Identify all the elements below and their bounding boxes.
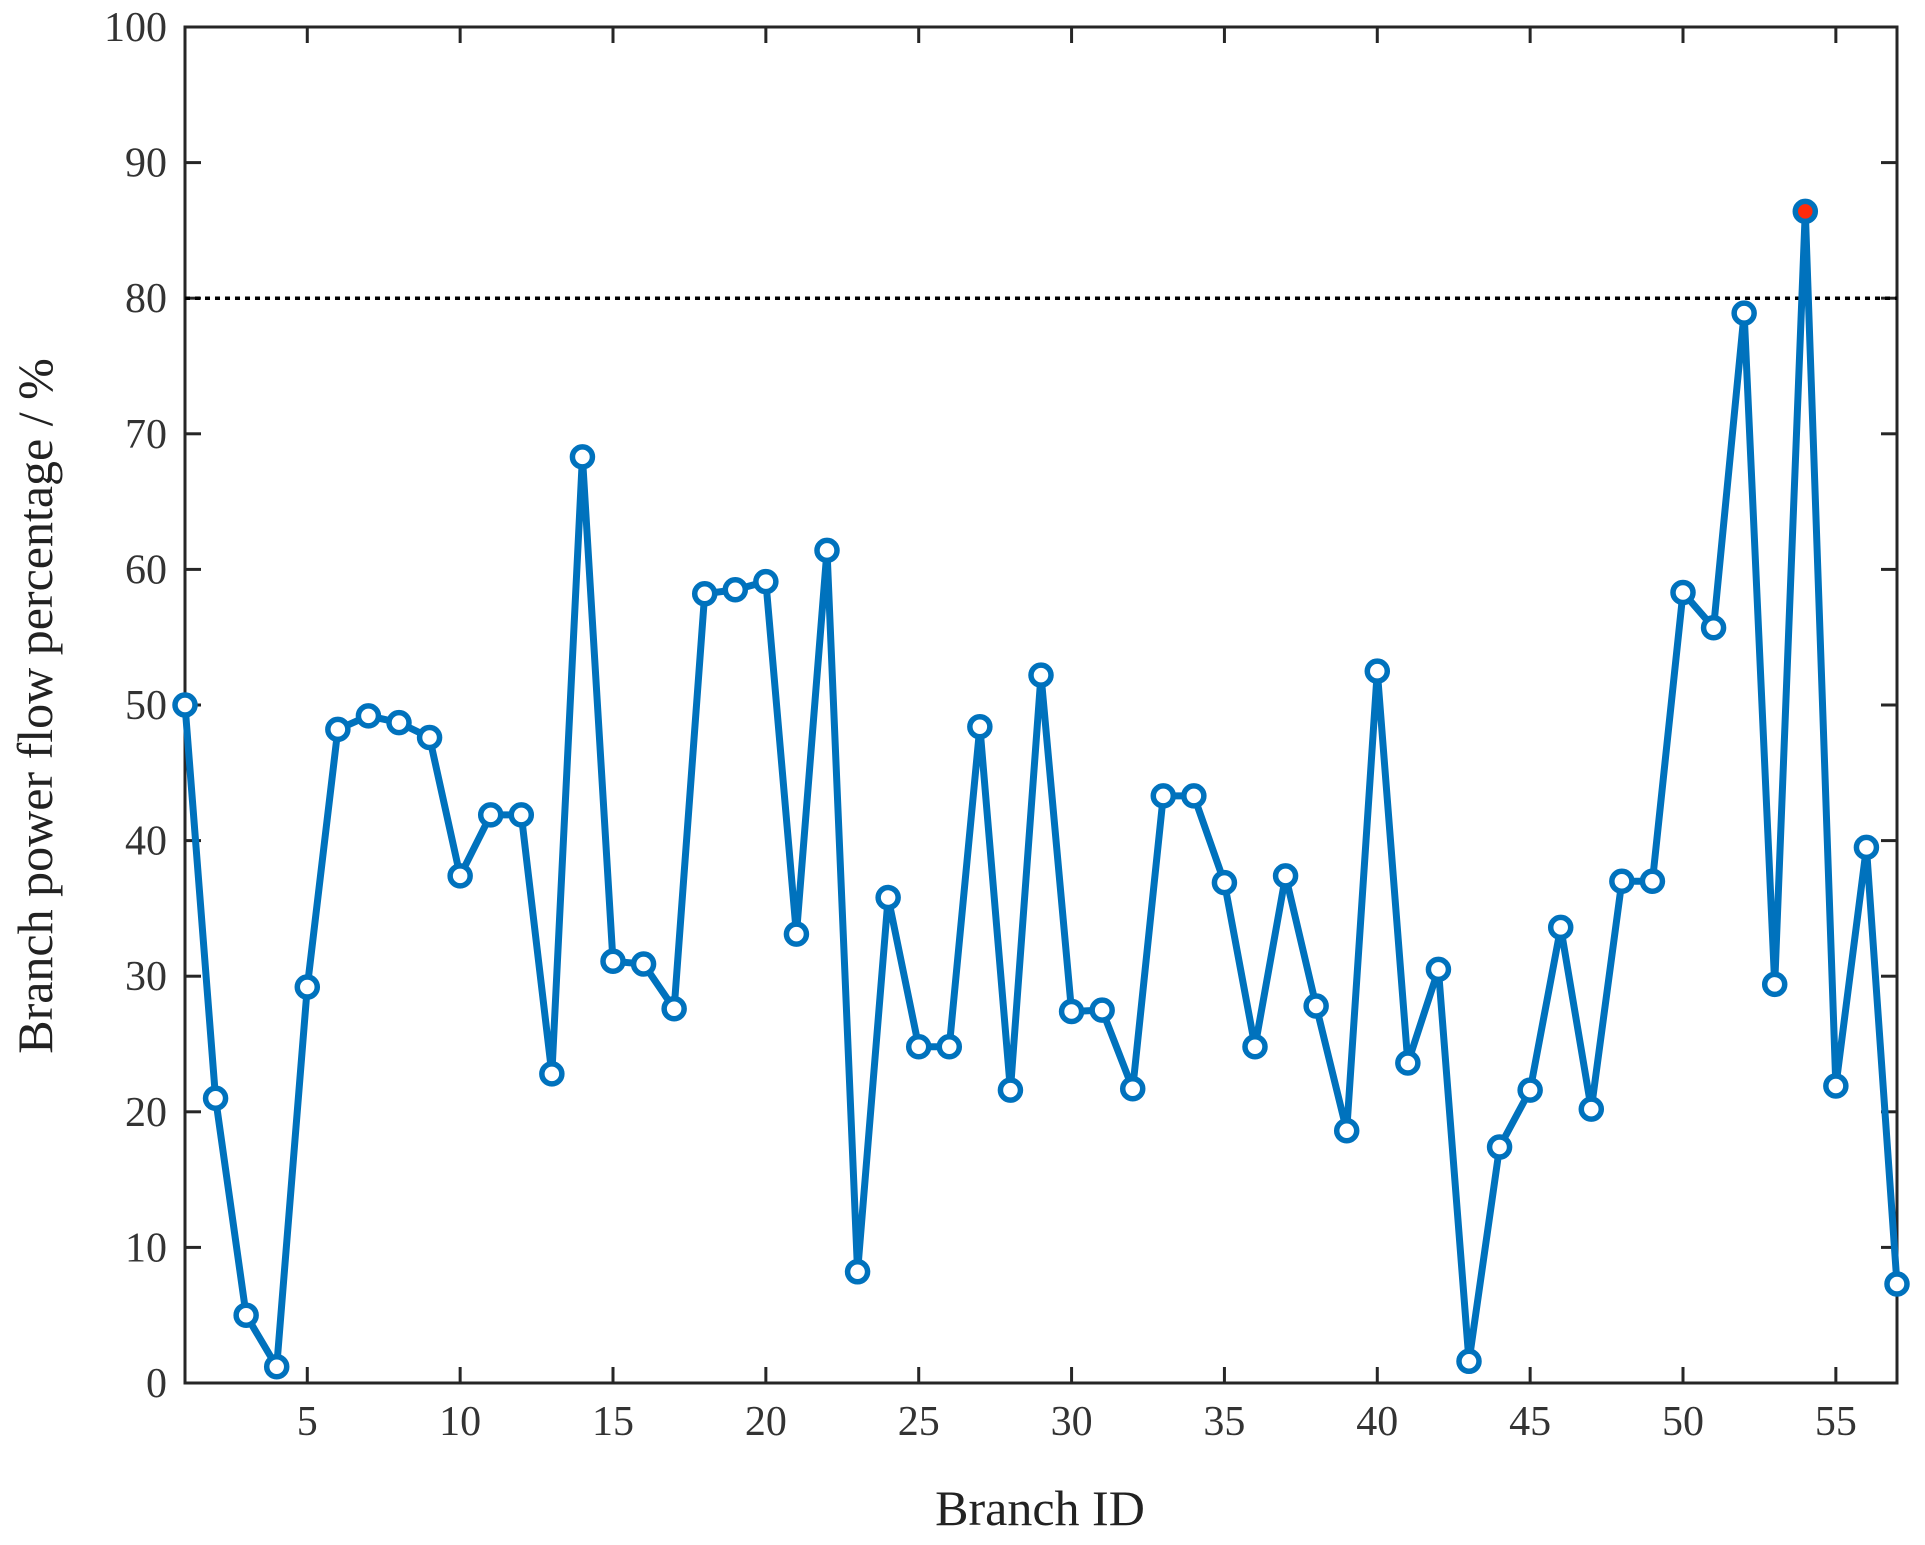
data-point: [508, 802, 535, 828]
data-point: [1364, 658, 1391, 684]
data-point: [1333, 1118, 1360, 1144]
data-point: [1242, 1033, 1268, 1060]
data-point: [1303, 993, 1329, 1019]
data-point: [905, 1033, 932, 1060]
y-tick-label: 40: [125, 819, 167, 865]
data-point: [967, 713, 993, 740]
x-tick-label: 55: [1815, 1399, 1857, 1445]
y-tick-label: 10: [125, 1225, 167, 1271]
series-group: [172, 198, 1910, 1380]
y-tick-label: 30: [125, 954, 167, 1000]
data-point: [263, 1353, 290, 1380]
data-point: [1547, 914, 1574, 941]
data-point: [477, 802, 504, 828]
data-point: [1700, 614, 1727, 641]
data-point: [1150, 783, 1177, 809]
data-point: [1517, 1077, 1543, 1103]
y-tick-label: 80: [125, 276, 167, 322]
highlighted-data-point: [1792, 198, 1819, 225]
data-point: [661, 995, 687, 1022]
x-tick-label: 45: [1509, 1399, 1551, 1445]
y-tick-label: 50: [125, 683, 167, 729]
y-tick-label: 100: [104, 5, 167, 51]
data-point: [233, 1302, 259, 1328]
x-tick-label: 20: [745, 1399, 787, 1445]
data-point: [1731, 300, 1757, 326]
data-point: [1028, 662, 1054, 688]
data-point: [1089, 997, 1115, 1023]
data-point: [691, 581, 718, 607]
x-tick-label: 30: [1051, 1399, 1093, 1445]
data-point: [1395, 1050, 1421, 1076]
y-axis-title: Branch power flow percentage / %: [7, 358, 63, 1054]
data-point: [569, 444, 596, 470]
data-point: [1853, 834, 1880, 861]
data-point: [1609, 868, 1635, 895]
data-point: [1211, 869, 1238, 896]
y-tick-label: 90: [125, 141, 167, 187]
x-tick-label: 25: [898, 1399, 940, 1445]
data-point: [997, 1077, 1024, 1103]
data-point: [1884, 1271, 1910, 1297]
data-point: [1058, 998, 1085, 1025]
y-tick-label: 70: [125, 412, 167, 458]
data-point: [1578, 1096, 1605, 1122]
data-point: [1456, 1348, 1482, 1375]
data-point: [600, 948, 626, 975]
data-point: [325, 716, 351, 743]
x-axis-title: Branch ID: [935, 1480, 1145, 1536]
data-point: [1761, 971, 1788, 998]
x-tick-label: 10: [439, 1399, 481, 1445]
data-point: [1119, 1075, 1146, 1102]
data-point: [783, 921, 810, 947]
y-tick-label: 0: [146, 1361, 167, 1407]
tick-labels: 5 10 15 20 25 30 35 40 45 50 55 0 10 20 30 40 50 60 70 80 90…: [104, 5, 1857, 1445]
data-point: [172, 692, 198, 718]
data-point: [936, 1033, 963, 1060]
data-point: [1425, 956, 1452, 983]
x-tick-label: 35: [1203, 1399, 1245, 1445]
data-point: [753, 568, 779, 595]
data-point: [539, 1061, 565, 1087]
data-point: [1670, 579, 1696, 606]
y-tick-label: 60: [125, 547, 167, 593]
data-point: [355, 703, 382, 729]
y-tick-label: 20: [125, 1090, 167, 1136]
data-point: [844, 1259, 871, 1285]
x-tick-label: 5: [297, 1399, 318, 1445]
data-point: [1823, 1073, 1849, 1099]
data-point: [294, 974, 321, 1000]
x-tick-label: 15: [592, 1399, 634, 1445]
data-point: [416, 724, 443, 751]
data-point: [1486, 1134, 1513, 1160]
data-point: [722, 576, 749, 603]
data-point: [1272, 863, 1299, 889]
data-point: [814, 537, 840, 564]
data-point: [1181, 783, 1207, 809]
x-tick-label: 40: [1356, 1399, 1398, 1445]
data-point: [386, 709, 412, 736]
data-point: [447, 863, 473, 889]
data-point: [1639, 868, 1666, 895]
x-tick-label: 50: [1662, 1399, 1704, 1445]
axis-ticks: [185, 25, 1897, 1385]
data-point: [630, 951, 657, 977]
data-point: [875, 884, 901, 911]
data-point: [202, 1085, 229, 1111]
